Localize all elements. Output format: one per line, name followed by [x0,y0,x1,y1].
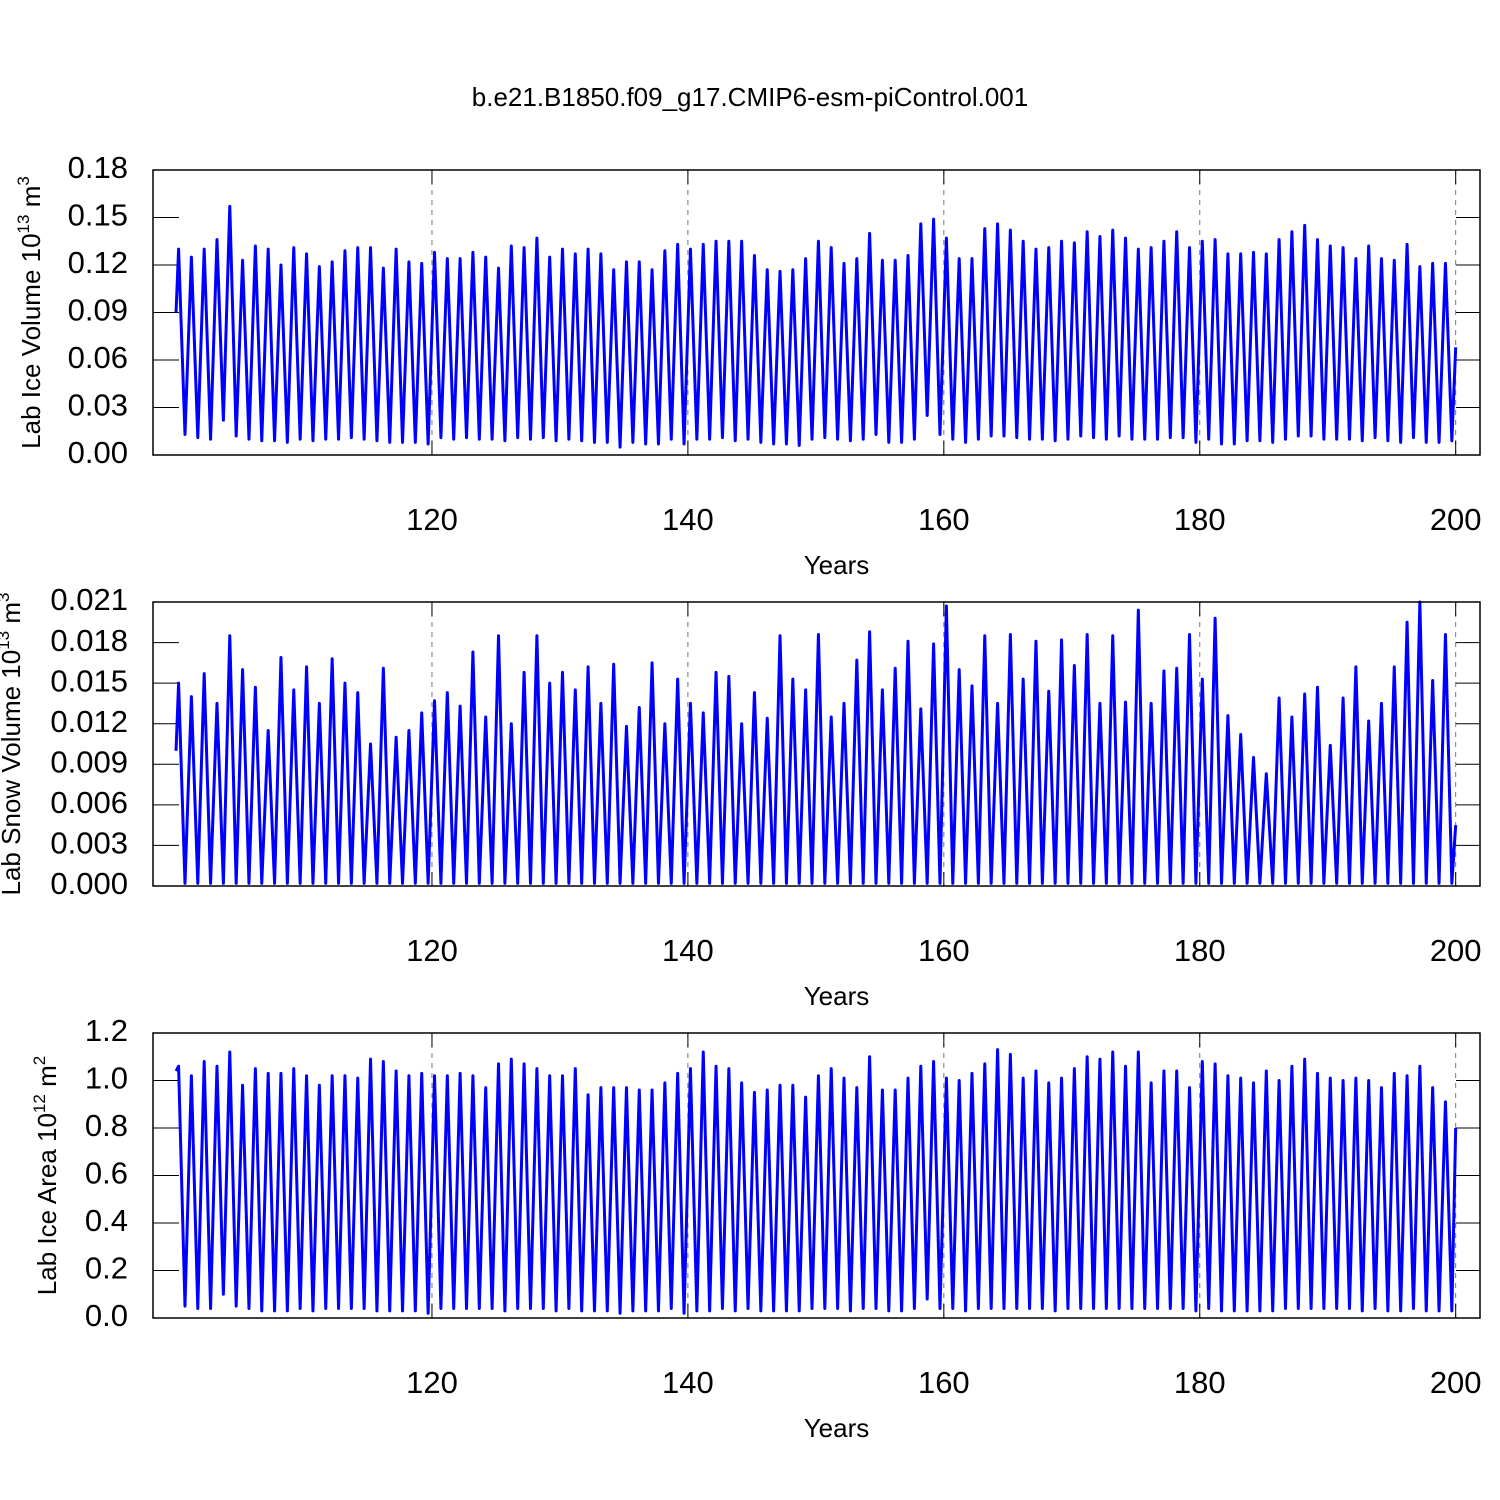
x-tick-label: 200 [1430,502,1482,537]
plot-frame [152,601,1481,887]
x-tick-label: 160 [918,502,970,537]
label-part: Lab Ice Volume 10 [16,233,46,448]
y-axis-label: Lab Ice Area 1012 m2 [30,1056,62,1295]
y-tick-label: 0.8 [85,1108,128,1143]
superscript: 3 [14,176,33,185]
y-tick-label: 0.03 [68,388,128,423]
x-axis-label: Years [804,550,870,580]
label-part: m [16,186,46,215]
y-tick-label: 0.00 [68,435,128,470]
x-axis-label: Years [804,1413,870,1443]
y-tick-label: 0.6 [85,1156,128,1191]
x-tick-label: 180 [1174,933,1226,968]
x-tick-label: 140 [662,933,714,968]
y-tick-label: 0.015 [50,663,128,698]
x-tick-label: 140 [662,502,714,537]
x-tick-label: 160 [918,933,970,968]
label-part: Lab Snow Volume 10 [0,650,26,896]
superscript: 2 [30,1056,49,1065]
chart-title: b.e21.B1850.f09_g17.CMIP6-esm-piControl.… [472,82,1028,112]
superscript: 13 [0,631,13,650]
data-line [174,204,1458,449]
label-part: m [32,1065,62,1094]
x-tick-label: 180 [1174,1365,1226,1400]
plot-frame [152,1032,1481,1319]
x-tick-label: 120 [406,1365,458,1400]
data-line [174,1048,1458,1315]
x-axis-label: Years [804,981,870,1011]
x-tick-label: 160 [918,1365,970,1400]
label-part: Lab Ice Area 10 [32,1113,62,1295]
x-tick-label: 200 [1430,933,1482,968]
superscript: 3 [0,592,13,601]
y-tick-label: 1.2 [85,1013,128,1048]
x-tick-label: 180 [1174,502,1226,537]
y-tick-label: 0.12 [68,245,128,280]
y-tick-label: 0.012 [50,704,128,739]
x-tick-label: 120 [406,502,458,537]
y-tick-label: 0.003 [50,826,128,861]
y-tick-label: 0.006 [50,785,128,820]
y-tick-label: 0.2 [85,1251,128,1286]
superscript: 12 [30,1094,49,1113]
x-tick-label: 140 [662,1365,714,1400]
x-tick-label: 200 [1430,1365,1482,1400]
y-tick-label: 0.009 [50,744,128,779]
y-tick-label: 0.018 [50,623,128,658]
y-tick-label: 0.15 [68,198,128,233]
plot-frame [152,169,1481,456]
y-tick-label: 0.000 [50,866,128,901]
data-line [174,600,1458,885]
y-tick-label: 0.09 [68,293,128,328]
y-tick-label: 0.4 [85,1203,128,1238]
y-tick-label: 0.18 [68,150,128,185]
y-tick-label: 0.021 [50,582,128,617]
y-tick-label: 0.06 [68,340,128,375]
x-tick-label: 120 [406,933,458,968]
label-part: m [0,602,26,631]
superscript: 13 [14,215,33,234]
y-axis-label: Lab Ice Volume 1013 m3 [14,176,46,449]
y-tick-label: 0.0 [85,1298,128,1333]
y-axis-label: Lab Snow Volume 1013 m3 [0,592,26,895]
y-tick-label: 1.0 [85,1061,128,1096]
